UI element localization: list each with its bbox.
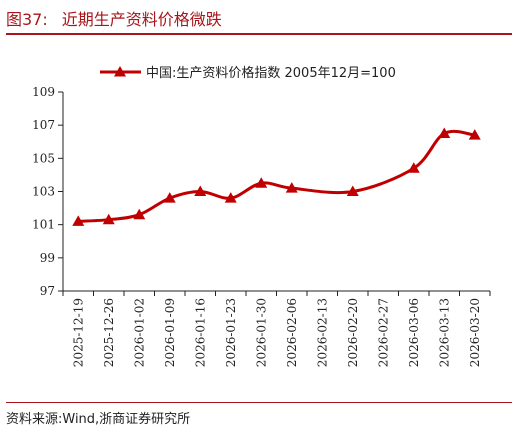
source-rule (6, 402, 512, 403)
x-tick-label: 2026-01-23 (224, 298, 238, 367)
figure-title-text: 近期生产资料价格微跌 (61, 10, 222, 29)
x-tick-label: 2026-01-16 (193, 298, 207, 367)
chart-legend: 中国:生产资料价格指数 2005年12月=100 (100, 65, 396, 81)
x-tick-label: 2026-01-02 (132, 298, 146, 367)
y-tick-label: 105 (32, 151, 55, 165)
data-point-marker (194, 185, 207, 196)
x-tick-label: 2025-12-26 (102, 298, 116, 367)
data-point-marker (468, 129, 481, 140)
x-tick-label: 2026-01-09 (163, 298, 177, 367)
y-tick-label: 107 (32, 118, 55, 132)
x-tick-label: 2026-02-06 (285, 298, 299, 367)
data-point-marker (438, 127, 451, 138)
data-point-marker (102, 213, 115, 225)
x-tick-label: 2026-02-20 (346, 298, 360, 367)
y-tick-label: 109 (32, 85, 55, 99)
data-point-marker (407, 162, 420, 173)
x-tick-label: 2025-12-19 (71, 298, 85, 367)
legend-marker-triangle (114, 66, 126, 77)
data-point-marker (163, 192, 176, 203)
x-tick-label: 2026-02-27 (376, 298, 390, 367)
legend-label: 中国:生产资料价格指数 2005年12月=100 (146, 65, 396, 81)
data-point-marker (72, 215, 85, 226)
figure-number: 图37: (6, 10, 48, 29)
data-point-marker (346, 185, 359, 196)
data-point-marker (255, 177, 268, 188)
x-tick-label: 2026-02-13 (315, 298, 329, 367)
x-tick-label: 2026-03-06 (407, 298, 421, 367)
source-note: 资料来源:Wind,浙商证券研究所 (6, 412, 191, 427)
x-tick-label: 2026-03-13 (437, 298, 451, 367)
data-point-marker (285, 182, 298, 193)
y-tick-label: 103 (32, 185, 55, 199)
data-point-marker (133, 208, 146, 220)
plot-area (72, 127, 481, 226)
y-tick-label: 99 (40, 251, 55, 265)
data-point-marker (224, 192, 237, 203)
chart-axes: 97 99 101 103 105 107 109 2025-12-19 2025-12-26 2… (32, 85, 491, 367)
y-tick-label: 97 (40, 284, 55, 298)
x-tick-label: 2026-03-20 (468, 298, 482, 367)
figure-title: 图37: 近期生产资料价格微跌 (6, 6, 222, 30)
y-tick-label: 101 (32, 218, 55, 232)
series-line (78, 129, 475, 223)
title-rule (6, 33, 512, 35)
x-tick-label: 2026-01-30 (254, 298, 268, 367)
